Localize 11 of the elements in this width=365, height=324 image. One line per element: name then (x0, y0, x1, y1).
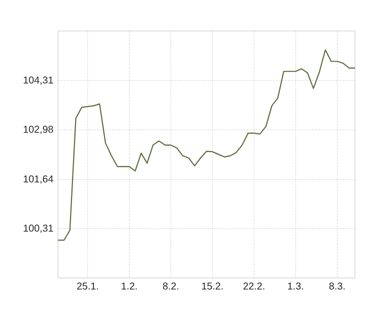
x-tick-label: 8.2. (162, 282, 178, 290)
x-tick-label: 1.2. (122, 282, 137, 290)
y-tick-label: 104,31 (24, 76, 53, 85)
y-tick-label: 100,31 (24, 224, 53, 233)
x-tick-label: 8.3. (329, 282, 345, 290)
x-tick-label: 25.1. (77, 282, 98, 290)
y-tick-label: 102,98 (24, 126, 54, 134)
x-tick-label: 1.3. (288, 282, 303, 290)
x-tick-label: 15.2. (202, 282, 223, 290)
y-tick-label: 101,64 (24, 175, 54, 184)
x-tick-label: 22.2. (243, 282, 264, 290)
